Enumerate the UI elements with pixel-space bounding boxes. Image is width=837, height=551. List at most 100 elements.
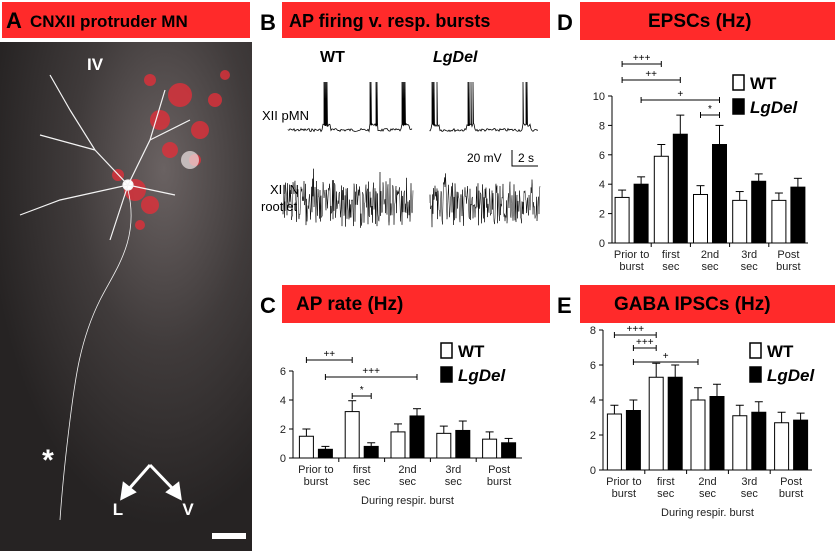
- bar: [712, 144, 727, 244]
- x-tick-label: first sec: [353, 464, 371, 488]
- x-tick-label-line: Post: [780, 476, 802, 488]
- significance-label: ++: [645, 69, 657, 80]
- trace: [429, 173, 541, 228]
- x-tick-label: 3rd sec: [741, 249, 759, 273]
- x-tick-label-line: sec: [445, 476, 463, 488]
- y-tick-label: 2: [280, 424, 286, 436]
- significance-bracket: [621, 61, 662, 67]
- x-tick-label-line: Prior to: [614, 249, 649, 261]
- significance-label: +: [677, 89, 683, 100]
- axis-label: L: [113, 500, 123, 519]
- legend-swatch: [440, 366, 453, 383]
- x-tick-label: Prior to burst: [298, 464, 333, 488]
- bar: [751, 411, 767, 471]
- significance-bracket: [632, 345, 657, 351]
- micrograph: [0, 42, 252, 551]
- significance-bracket: [613, 332, 657, 338]
- bar: [344, 411, 360, 459]
- bar: [771, 199, 787, 244]
- trace-label: XII pMN: [262, 108, 309, 123]
- panel-header: [580, 285, 835, 323]
- x-tick-label: 2nd sec: [701, 249, 719, 273]
- significance-label: *: [360, 385, 364, 396]
- x-tick-label-line: Prior to: [298, 464, 333, 476]
- bar: [790, 186, 806, 244]
- y-tick-label: 0: [599, 238, 605, 250]
- x-tick-label-line: burst: [779, 488, 803, 500]
- legend-label: WT: [767, 342, 794, 361]
- x-tick-label-line: first: [353, 464, 371, 476]
- x-tick-label-line: first: [662, 249, 680, 261]
- significance-bracket: [632, 359, 699, 365]
- bar: [501, 442, 517, 459]
- neuron: [19, 74, 191, 521]
- x-tick-label-line: Prior to: [606, 476, 641, 488]
- y-tick-label: 8: [590, 325, 596, 337]
- scale-label: 2 s: [518, 151, 534, 165]
- x-tick-label-line: 3rd: [741, 476, 757, 488]
- bar: [436, 432, 452, 459]
- bar: [633, 183, 649, 244]
- trace: [429, 81, 539, 133]
- y-tick-label: 0: [280, 453, 286, 465]
- y-tick-label: 4: [599, 179, 605, 191]
- significance-label: +++: [633, 53, 651, 64]
- x-tick-label: Prior to burst: [606, 476, 641, 500]
- bar: [625, 410, 641, 471]
- x-tick-label: 3rd sec: [741, 476, 759, 500]
- significance-label: +: [663, 351, 669, 362]
- legend-swatch: [749, 342, 762, 359]
- x-tick-label-line: sec: [662, 261, 680, 273]
- x-tick-label-line: sec: [741, 488, 759, 500]
- significance-bracket: [351, 393, 372, 399]
- y-tick-label: 2: [590, 430, 596, 442]
- bar: [648, 376, 664, 471]
- bar: [774, 422, 790, 471]
- group-label: LgDel: [433, 49, 478, 66]
- x-tick-label-line: sec: [399, 476, 417, 488]
- x-tick-label-line: sec: [701, 261, 719, 273]
- legend-swatch: [732, 98, 745, 115]
- significance-bracket: [324, 374, 418, 380]
- trace: [282, 168, 414, 228]
- marker-label: *: [42, 444, 54, 477]
- y-tick-label: 4: [590, 395, 596, 407]
- y-tick-label: 4: [280, 395, 286, 407]
- legend-swatch: [749, 366, 762, 383]
- y-tick-label: 6: [590, 360, 596, 372]
- legend-label: LgDel: [750, 98, 799, 117]
- panel-header: [580, 2, 835, 40]
- bar: [709, 396, 725, 471]
- bar: [693, 193, 708, 244]
- x-tick-label-line: sec: [741, 261, 759, 273]
- panel-letter: E: [557, 293, 572, 318]
- x-tick-label-line: burst: [776, 261, 800, 273]
- x-tick-label-line: burst: [487, 476, 511, 488]
- x-tick-label-line: sec: [657, 488, 675, 500]
- bar: [482, 438, 498, 459]
- group-label: WT: [320, 49, 345, 66]
- panel-title: GABA IPSCs (Hz): [614, 294, 771, 315]
- bar: [298, 435, 314, 459]
- bar: [614, 196, 630, 244]
- x-axis-title: During respir. burst: [361, 495, 454, 507]
- significance-label: +++: [362, 366, 380, 377]
- significance-bracket: [640, 97, 720, 103]
- panel-letter: D: [557, 10, 573, 35]
- x-tick-label-line: burst: [304, 476, 328, 488]
- x-tick-label-line: burst: [612, 488, 636, 500]
- bar: [732, 199, 748, 244]
- y-tick-label: 8: [599, 120, 605, 132]
- x-tick-label: Post burst: [487, 464, 511, 488]
- x-tick-label: 3rd sec: [445, 464, 463, 488]
- axis-label: V: [182, 500, 194, 519]
- bar: [690, 399, 706, 471]
- panel-title: CNXII protruder MN: [30, 12, 188, 31]
- bar: [732, 415, 748, 471]
- y-tick-label: 6: [599, 150, 605, 162]
- x-tick-label-line: Post: [777, 249, 799, 261]
- x-tick-label: 2nd sec: [398, 464, 416, 488]
- legend-swatch: [440, 342, 453, 359]
